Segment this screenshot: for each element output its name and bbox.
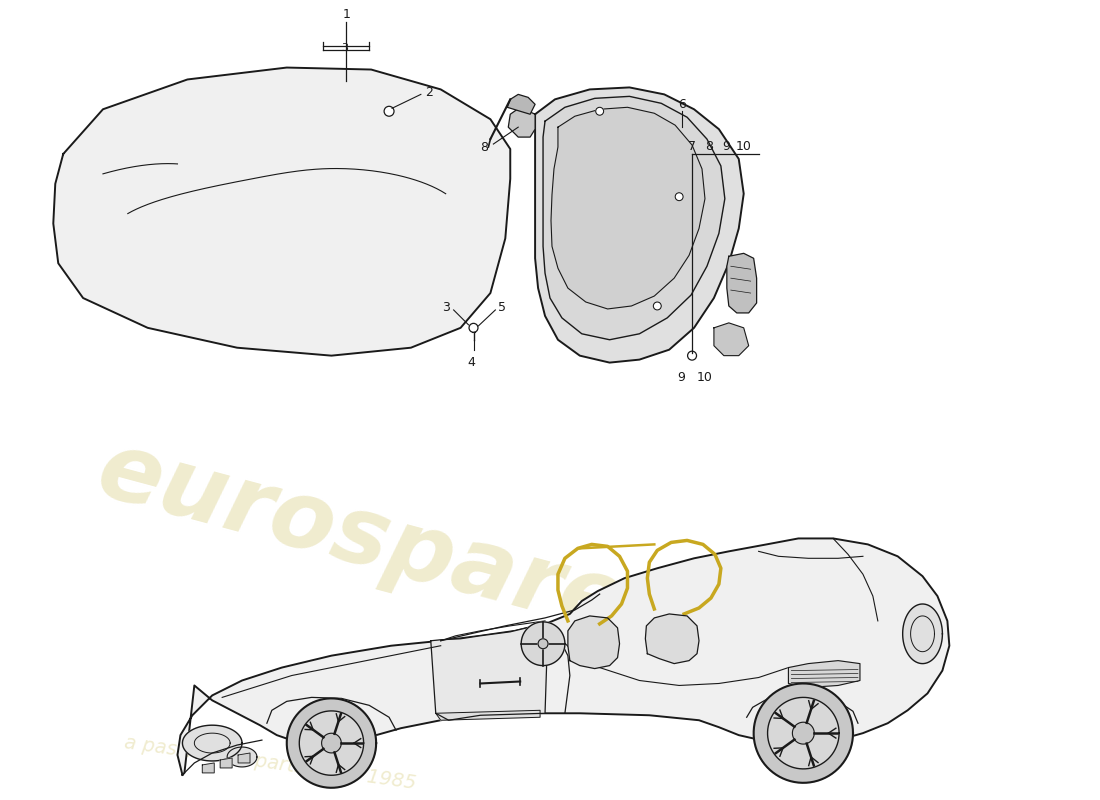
Text: 7: 7 bbox=[689, 139, 696, 153]
Text: eurospares: eurospares bbox=[88, 425, 689, 668]
Text: 6: 6 bbox=[679, 98, 686, 111]
Text: 1: 1 bbox=[342, 9, 350, 22]
Text: 8: 8 bbox=[481, 141, 488, 154]
Text: 9: 9 bbox=[678, 370, 685, 383]
Polygon shape bbox=[431, 623, 548, 720]
Polygon shape bbox=[507, 94, 535, 114]
Polygon shape bbox=[768, 698, 839, 769]
Polygon shape bbox=[646, 614, 698, 664]
Circle shape bbox=[596, 107, 604, 115]
Circle shape bbox=[538, 638, 548, 649]
Text: 8: 8 bbox=[705, 139, 713, 153]
Polygon shape bbox=[568, 616, 619, 669]
Polygon shape bbox=[202, 763, 215, 773]
Circle shape bbox=[653, 302, 661, 310]
Text: 5: 5 bbox=[498, 302, 506, 314]
Polygon shape bbox=[727, 254, 757, 313]
Polygon shape bbox=[299, 711, 364, 775]
Polygon shape bbox=[792, 722, 814, 744]
Circle shape bbox=[384, 106, 394, 116]
Circle shape bbox=[675, 193, 683, 201]
Polygon shape bbox=[535, 87, 744, 362]
Polygon shape bbox=[754, 683, 853, 783]
Polygon shape bbox=[521, 622, 565, 666]
Polygon shape bbox=[220, 758, 232, 768]
Polygon shape bbox=[287, 698, 376, 788]
Polygon shape bbox=[551, 107, 705, 309]
Polygon shape bbox=[177, 538, 949, 775]
Polygon shape bbox=[227, 747, 257, 767]
Text: 9: 9 bbox=[722, 139, 729, 153]
Polygon shape bbox=[53, 67, 510, 356]
Polygon shape bbox=[714, 323, 749, 356]
Polygon shape bbox=[436, 710, 540, 720]
Polygon shape bbox=[508, 107, 535, 137]
Text: 4: 4 bbox=[468, 356, 475, 369]
Circle shape bbox=[688, 351, 696, 360]
Text: 10: 10 bbox=[697, 370, 713, 383]
Polygon shape bbox=[543, 96, 725, 340]
Text: 10: 10 bbox=[736, 139, 751, 153]
Polygon shape bbox=[789, 661, 860, 687]
Text: 3: 3 bbox=[442, 302, 450, 314]
Circle shape bbox=[469, 323, 478, 332]
Text: a passion for parts since 1985: a passion for parts since 1985 bbox=[123, 733, 417, 793]
Text: 3: 3 bbox=[341, 42, 348, 53]
Polygon shape bbox=[238, 753, 250, 763]
Polygon shape bbox=[183, 726, 242, 761]
Polygon shape bbox=[321, 734, 341, 753]
Polygon shape bbox=[903, 604, 943, 664]
Text: 2: 2 bbox=[425, 86, 432, 99]
